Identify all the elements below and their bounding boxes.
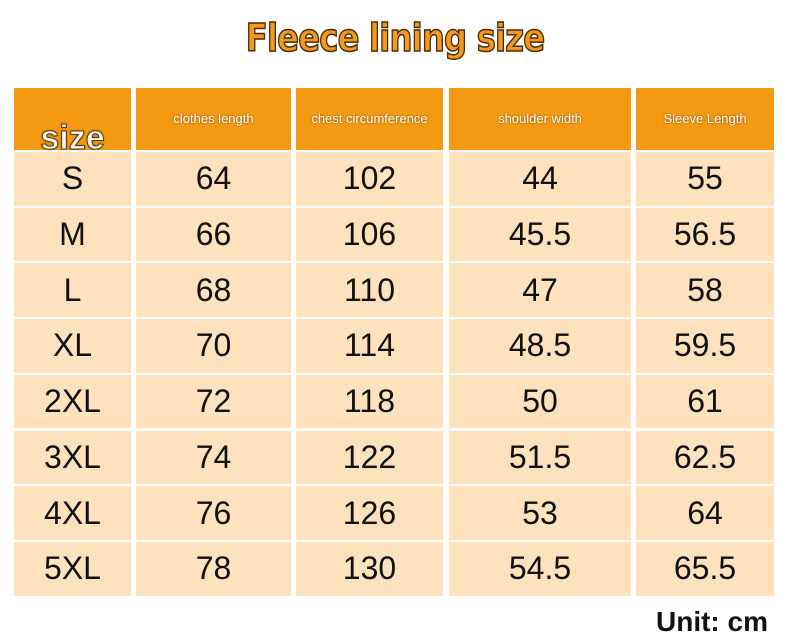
measure-cell: 65.5: [636, 541, 774, 596]
measure-cell: 51.5: [449, 430, 631, 485]
size-cell: 5XL: [14, 541, 131, 596]
size-cell: 3XL: [14, 430, 131, 485]
measure-cell: 61: [636, 374, 774, 429]
size-cell: S: [14, 152, 131, 206]
measure-cell: 126: [296, 486, 443, 540]
measure-cell: 64: [636, 486, 774, 540]
size-cell: 4XL: [14, 486, 131, 540]
measure-cell: 44: [449, 152, 631, 206]
measure-cell: 114: [296, 319, 443, 373]
size-cell: M: [14, 207, 131, 262]
measure-cell: 66: [136, 207, 291, 262]
measure-cell: 72: [136, 374, 291, 429]
title: Fleece lining size: [245, 15, 546, 61]
unit-note: Unit: cm: [656, 606, 768, 637]
column-header: chest circumference: [296, 88, 443, 150]
measure-cell: 47: [449, 263, 631, 318]
measure-cell: 68: [136, 263, 291, 318]
measure-cell: 102: [296, 152, 443, 206]
measure-cell: 106: [296, 207, 443, 262]
measure-cell: 59.5: [636, 319, 774, 373]
column-header: Sleeve Length: [636, 88, 774, 150]
measure-cell: 78: [136, 541, 291, 596]
measure-cell: 53: [449, 486, 631, 540]
column-header: shoulder width: [449, 88, 631, 150]
measure-cell: 62.5: [636, 430, 774, 485]
size-cell: 2XL: [14, 374, 131, 429]
measure-cell: 76: [136, 486, 291, 540]
measure-cell: 122: [296, 430, 443, 485]
measure-cell: 48.5: [449, 319, 631, 373]
size-cell: XL: [14, 319, 131, 373]
measure-cell: 64: [136, 152, 291, 206]
measure-cell: 118: [296, 374, 443, 429]
measure-cell: 50: [449, 374, 631, 429]
measure-cell: 74: [136, 430, 291, 485]
measure-cell: 70: [136, 319, 291, 373]
measure-cell: 58: [636, 263, 774, 318]
measure-cell: 110: [296, 263, 443, 318]
measure-cell: 55: [636, 152, 774, 206]
measure-cell: 130: [296, 541, 443, 596]
column-header: clothes length: [136, 88, 291, 150]
measure-cell: 56.5: [636, 207, 774, 262]
column-header: size: [14, 88, 131, 156]
measure-cell: 54.5: [449, 541, 631, 596]
size-cell: L: [14, 263, 131, 318]
measure-cell: 45.5: [449, 207, 631, 262]
